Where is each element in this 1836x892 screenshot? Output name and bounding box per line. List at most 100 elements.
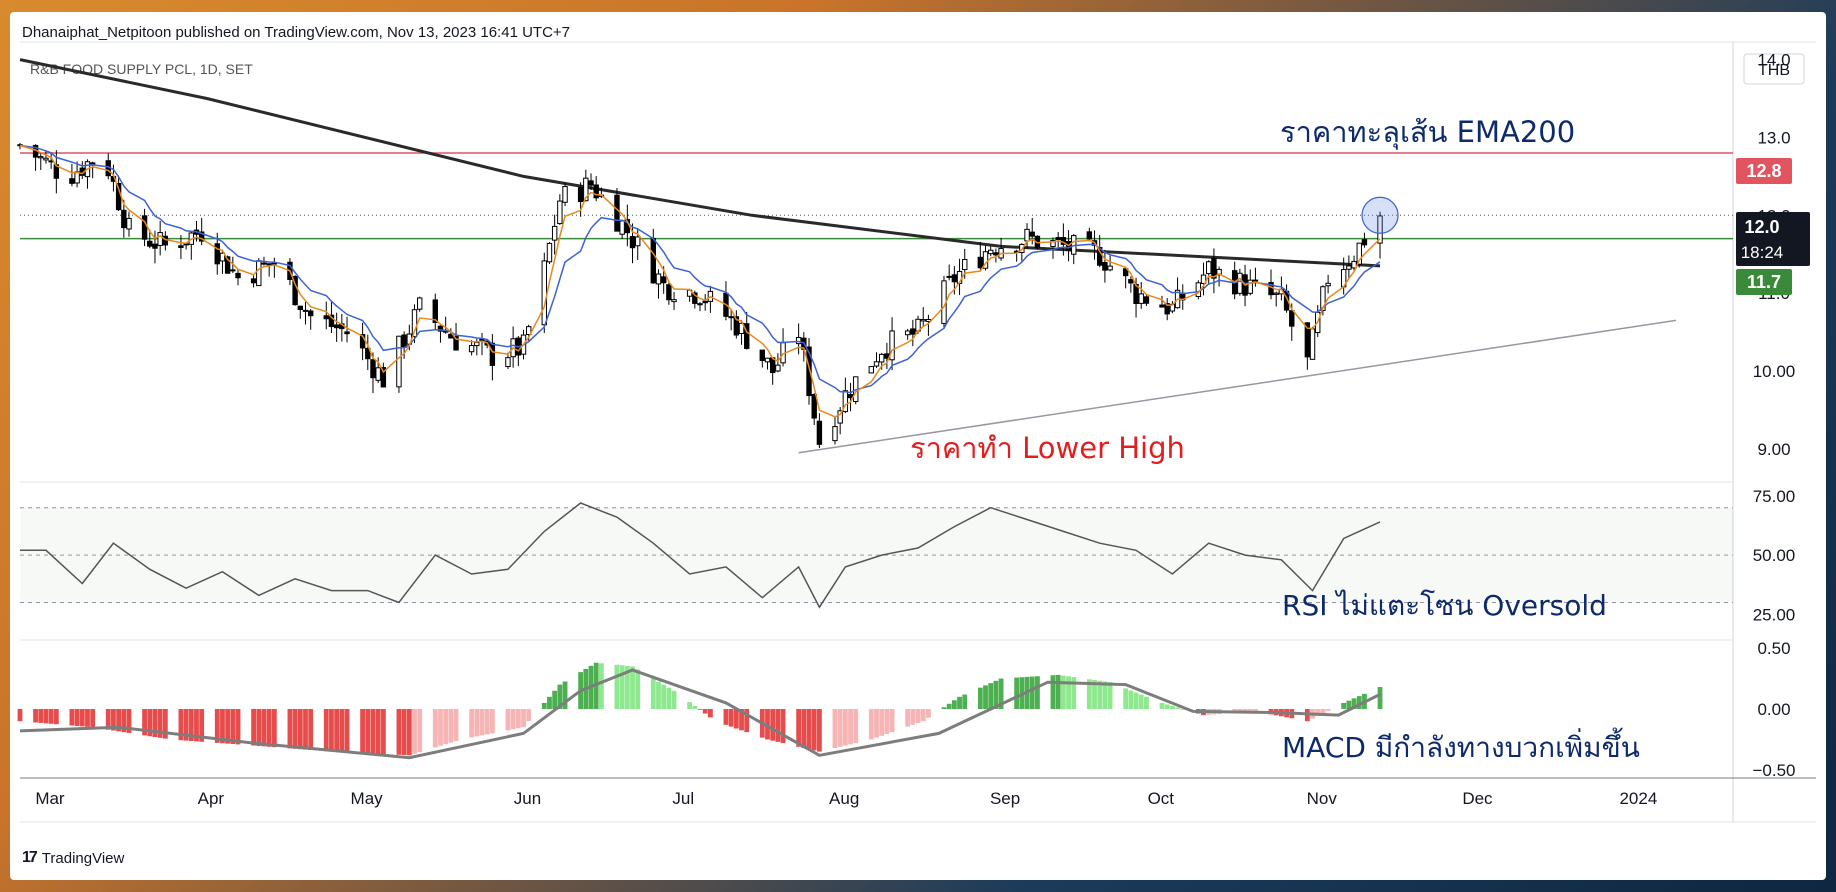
candle-body bbox=[629, 236, 636, 249]
candle bbox=[738, 320, 745, 345]
macd-bar bbox=[874, 709, 879, 738]
macd-bar bbox=[152, 709, 158, 738]
macd-bar bbox=[697, 709, 703, 710]
candle-body bbox=[89, 162, 96, 165]
macd-bar bbox=[801, 709, 807, 748]
candle-body bbox=[904, 330, 911, 336]
macd-bar bbox=[484, 709, 490, 735]
candle bbox=[759, 349, 765, 368]
candle-body bbox=[1138, 293, 1144, 304]
macd-bar bbox=[905, 709, 911, 727]
candle bbox=[250, 275, 257, 288]
macd-bar bbox=[360, 709, 365, 754]
candle-body bbox=[988, 249, 994, 255]
candle bbox=[1086, 227, 1093, 240]
candle bbox=[1050, 237, 1056, 259]
macd-bar bbox=[479, 709, 485, 736]
macd-bar bbox=[183, 709, 189, 741]
candle bbox=[323, 301, 329, 330]
x-tick-label: Oct bbox=[1148, 789, 1175, 808]
candle-body bbox=[432, 299, 438, 323]
macd-bar bbox=[1097, 680, 1103, 709]
macd-bar bbox=[1175, 707, 1180, 709]
candle-body bbox=[307, 310, 314, 317]
macd-bar bbox=[225, 709, 231, 744]
macd-bar bbox=[474, 709, 480, 737]
macd-bar bbox=[526, 709, 532, 722]
currency-button-bg[interactable] bbox=[1743, 53, 1805, 85]
candle-body bbox=[1320, 286, 1326, 311]
candle-body bbox=[297, 305, 304, 310]
macd-bar bbox=[1138, 694, 1144, 709]
candle-body bbox=[837, 410, 843, 424]
candle-body bbox=[1304, 322, 1311, 358]
macd-bar bbox=[297, 709, 303, 750]
price-tick-label: 14.0 bbox=[1757, 51, 1790, 70]
resistance-label-bg bbox=[1736, 158, 1792, 184]
candle-body bbox=[333, 324, 340, 329]
candle-body bbox=[811, 394, 817, 419]
macd-bar bbox=[334, 709, 340, 752]
ema-mid-line bbox=[19, 144, 1381, 394]
macd-bar bbox=[1315, 709, 1321, 716]
tradingview-logo[interactable]: 17 TradingView bbox=[22, 849, 124, 867]
candle-body bbox=[977, 256, 984, 269]
macd-bar bbox=[941, 707, 947, 709]
macd-bar bbox=[692, 705, 698, 709]
candle bbox=[837, 407, 843, 435]
chart-canvas[interactable]: R&B FOOD SUPPLY PCL, 1D, SET THB ราคาทะล… bbox=[10, 12, 1826, 880]
macd-bar bbox=[1086, 679, 1092, 709]
macd-bar bbox=[515, 709, 521, 729]
macd-bar bbox=[220, 709, 225, 744]
candle bbox=[619, 219, 625, 240]
candle-body bbox=[43, 157, 49, 161]
candle-body bbox=[396, 335, 402, 388]
candle-body bbox=[380, 367, 387, 388]
macd-bar bbox=[1071, 677, 1077, 709]
candle-body bbox=[1237, 272, 1243, 294]
macd-bar bbox=[1346, 700, 1352, 709]
candle bbox=[1102, 249, 1108, 283]
candle bbox=[666, 282, 672, 305]
last-price-label: 12.0 bbox=[1744, 217, 1779, 237]
macd-bar bbox=[770, 709, 776, 741]
candle-body bbox=[583, 177, 589, 202]
candle bbox=[1252, 267, 1259, 287]
candle bbox=[437, 325, 444, 343]
candle-body bbox=[1325, 282, 1331, 287]
candle bbox=[702, 294, 708, 311]
macd-bar bbox=[194, 709, 199, 742]
candle bbox=[79, 161, 85, 179]
candle bbox=[847, 382, 854, 412]
candle bbox=[1071, 234, 1077, 265]
tradingview-brand: TradingView bbox=[41, 849, 125, 867]
macd-bar bbox=[733, 709, 739, 729]
currency-button[interactable]: THB bbox=[1758, 62, 1790, 79]
candle-body bbox=[873, 361, 880, 367]
resistance-label: 12.8 bbox=[1746, 161, 1781, 181]
candle bbox=[43, 150, 49, 164]
candle bbox=[593, 176, 599, 202]
candle-body bbox=[816, 420, 823, 445]
macd-bar bbox=[723, 709, 729, 725]
macd-bar bbox=[453, 709, 459, 742]
price-tick-label: 13.0 bbox=[1757, 128, 1790, 147]
candle bbox=[302, 301, 309, 325]
x-tick-label: 2024 bbox=[1619, 789, 1657, 808]
macd-bar bbox=[111, 709, 116, 731]
candle-body bbox=[847, 394, 854, 399]
ema-fast-line bbox=[19, 144, 1381, 418]
candle-body bbox=[69, 178, 75, 184]
candle-body bbox=[1206, 261, 1212, 275]
candle-body bbox=[1216, 268, 1222, 276]
macd-bar bbox=[266, 709, 272, 747]
candle-body bbox=[261, 262, 267, 265]
candle bbox=[396, 335, 402, 393]
candle bbox=[583, 169, 589, 202]
macd-bar bbox=[1341, 702, 1347, 709]
candle bbox=[728, 309, 734, 331]
candle-body bbox=[982, 251, 989, 269]
macd-bar bbox=[90, 709, 96, 728]
macd-bar bbox=[780, 709, 786, 744]
macd-bar bbox=[1128, 690, 1134, 709]
